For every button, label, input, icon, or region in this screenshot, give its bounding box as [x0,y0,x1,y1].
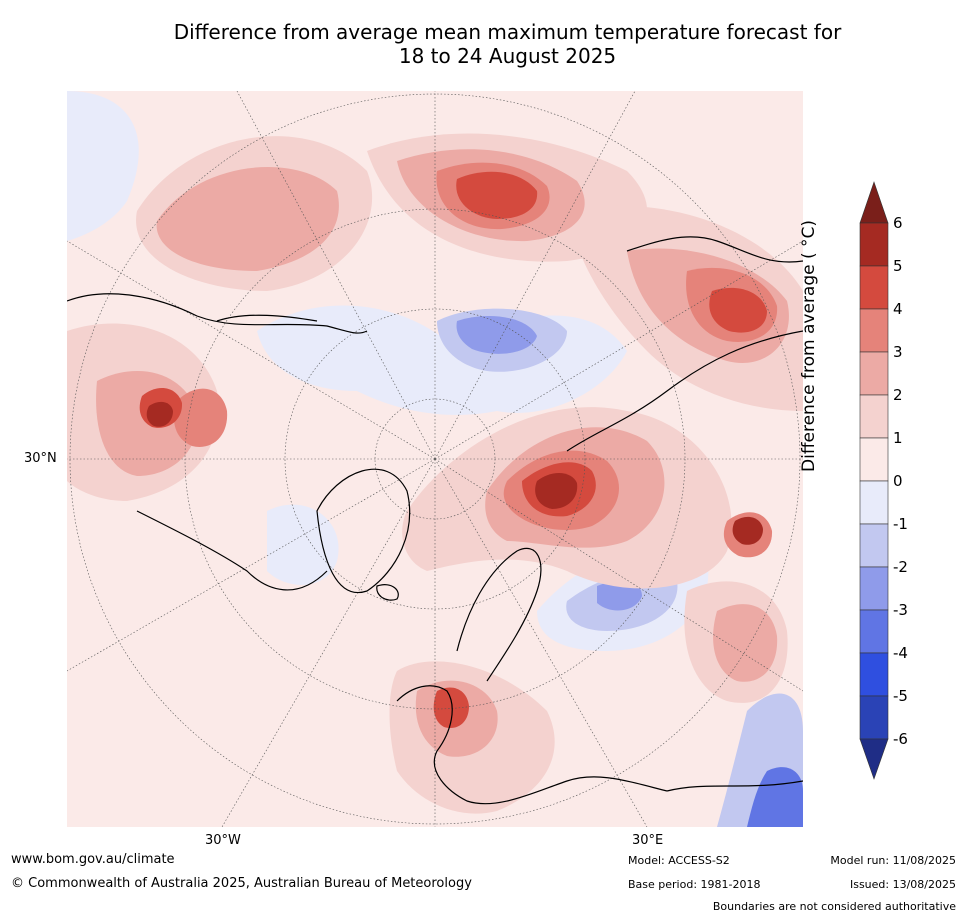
coastline-kamchatka [626,236,803,263]
coastline-north-america [67,293,368,334]
colorbar-tick: 6 [893,214,903,232]
coastline-siberia [566,330,803,452]
warm-region-central-asia-5 [732,516,763,545]
cool-region-kara-sea-core [456,316,537,354]
coastline-iceland [376,584,399,601]
footer-website[interactable]: www.bom.gov.au/climate [11,852,175,867]
coastline-scandinavia [456,547,542,682]
footer-model-run: Model run: 11/08/2025 [830,854,956,867]
coastline-alaska [216,314,318,322]
colorbar-block-m2-to-m1 [859,523,889,568]
map-title: Difference from average mean maximum tem… [100,20,915,68]
colorbar-block-3-to-4 [859,308,889,353]
colorbar-tick: -5 [893,687,908,705]
colorbar-label: Difference from average ( °C) [798,219,819,472]
colorbar-extend-high [859,181,889,224]
cool-region-east-europe-core [597,580,642,611]
colorbar-tick: 4 [893,300,903,318]
coastlines [67,236,803,805]
warm-region-east-siberia-4 [709,287,767,333]
warm-region-north-america-5 [146,401,173,427]
footer-copyright: © Commonwealth of Australia 2025, Austra… [11,876,472,891]
colorbar-tick: 2 [893,386,903,404]
colorbar [859,181,889,780]
colorbar-tick: -2 [893,558,908,576]
colorbar-block-m6-to-m5 [859,695,889,740]
graticule [67,91,803,827]
colorbar-block-0-to-1 [859,437,889,482]
coastline-europe [396,685,668,805]
coastline-greenland [316,468,411,594]
colorbar-tick: -1 [893,515,908,533]
colorbar-blocks [859,181,889,780]
colorbar-tick: 3 [893,343,903,361]
colorbar-block-1-to-2 [859,394,889,439]
title-line-2: 18 to 24 August 2025 [398,44,617,68]
coastline-middle-east [666,780,803,792]
colorbar-tick: -4 [893,644,908,662]
colorbar-tick: 1 [893,429,903,447]
warm-region-aleutian-4 [456,171,538,219]
title-line-1: Difference from average mean maximum tem… [173,20,842,44]
colorbar-block-m3-to-m2 [859,566,889,611]
lon-label-30e: 30°E [632,833,664,848]
colorbar-tick: -6 [893,730,908,748]
cool-region-north-pacific-west [67,91,139,241]
lat-label-30n: 30°N [24,451,57,466]
colorbar-tick: 0 [893,472,903,490]
coastline-hudson-bay [136,510,328,591]
colorbar-tick: -3 [893,601,908,619]
warm-region-central-asia-2 [713,604,778,682]
colorbar-block-2-to-3 [859,351,889,396]
warm-region-north-pacific-3 [173,388,228,447]
footer-disclaimer: Boundaries are not considered authoritat… [712,900,956,913]
warm-region-north-pacific-2 [156,167,339,271]
warm-region-scandinavia-5 [535,472,578,509]
colorbar-block-m4-to-m3 [859,609,889,654]
colorbar-block-5-to-6 [859,222,889,267]
warm-region-france-4 [433,687,469,729]
footer-base-period: Base period: 1981-2018 [628,878,761,891]
footer-model: Model: ACCESS-S2 [628,854,730,867]
colorbar-block-m5-to-m4 [859,652,889,697]
cool-region-middle-east-core [747,767,803,827]
colorbar-tick: 5 [893,257,903,275]
colorbar-block-4-to-5 [859,265,889,310]
lon-label-30w: 30°W [205,833,241,848]
cool-region-greenland [267,504,339,585]
anomaly-map [67,91,803,827]
footer-issued: Issued: 13/08/2025 [849,878,956,891]
colorbar-extend-low [859,738,889,780]
colorbar-block-m1-to-0 [859,480,889,525]
